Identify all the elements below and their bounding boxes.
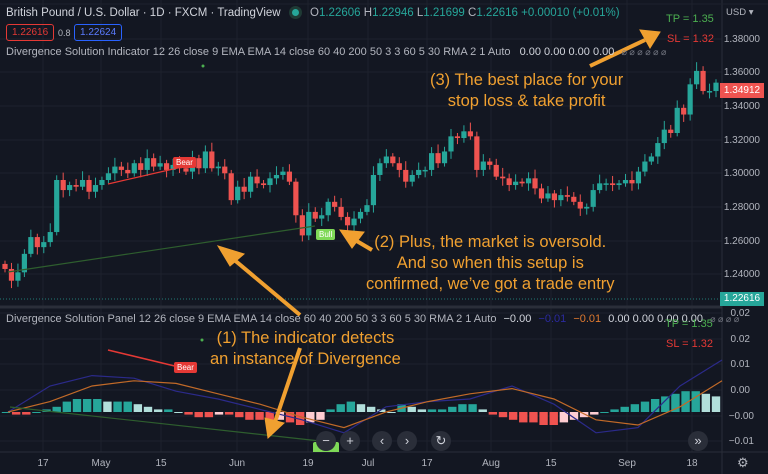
settings-icon[interactable]: ⚙ [737, 455, 749, 470]
annotation-1: (1) The indicator detects an instance of… [210, 329, 401, 368]
ohlc-values: O1.22606 H1.22946 L1.21699 C1.22616 +0.0… [310, 7, 620, 19]
price-label: 1.38000 [723, 34, 760, 45]
time-label: Sep [618, 458, 636, 469]
last-price-tag: 1.34912 [720, 83, 764, 98]
scroll-to-realtime-button[interactable]: » [688, 431, 708, 451]
panel-axis-label: 0.02 [730, 308, 750, 319]
time-label: May [91, 458, 111, 469]
price-label: 1.26000 [723, 236, 760, 247]
bear-divergence-line [107, 166, 183, 185]
panel-axis-label: 0.01 [730, 359, 750, 370]
panel-axis-label: 0.02 [730, 334, 750, 345]
take-profit-label: TP = 1.35 [666, 13, 714, 25]
panel-axis-label: −0.00 [728, 411, 754, 422]
panel-legend[interactable]: Divergence Solution Panel 12 26 close 9 … [6, 313, 740, 325]
price-label: 1.36000 [723, 67, 760, 78]
reset-chart-button[interactable]: ↻ [431, 431, 451, 451]
time-label: 15 [545, 458, 557, 469]
time-label: 18 [686, 458, 698, 469]
bull-label: Bull [316, 229, 336, 240]
scroll-right-button[interactable]: › [397, 431, 417, 451]
indicator-legend[interactable]: Divergence Solution Indicator 12 26 clos… [6, 46, 667, 58]
buy-button[interactable]: 1.22624 [74, 24, 123, 41]
time-label: Jul [361, 458, 375, 469]
annotation-2: (2) Plus, the market is oversold. And so… [366, 233, 615, 293]
time-label: 17 [421, 458, 433, 469]
zoom-out-button[interactable]: − [316, 431, 336, 451]
panel-axis-label: −0.01 [728, 436, 754, 447]
price-label: 1.28000 [723, 202, 760, 213]
bear-label: Bear [173, 157, 196, 168]
zoom-in-button[interactable]: + [340, 431, 360, 451]
market-status-icon [291, 9, 299, 16]
bull-divergence-line [7, 225, 316, 273]
price-label: 1.34000 [723, 101, 760, 112]
time-label: 15 [155, 458, 167, 469]
panel-stop-loss-label: SL = 1.32 [666, 338, 713, 350]
current-price-tag: 1.22616 [720, 292, 764, 306]
panel-axis-label: 0.00 [730, 385, 750, 396]
stop-loss-label: SL = 1.32 [667, 33, 714, 45]
price-label: 1.24000 [723, 269, 760, 280]
sell-button[interactable]: 1.22616 [6, 24, 55, 41]
panel-take-profit-label: TP = 1.35 [665, 318, 713, 330]
annotation-arrows [216, 29, 661, 440]
price-label: 1.32000 [723, 135, 760, 146]
symbol-title[interactable]: British Pound / U.S. Dollar · 1D · FXCM … [6, 7, 281, 19]
time-label: Jun [228, 458, 246, 469]
bear-panel-label: Bear [174, 362, 197, 373]
spread-value: 0.8 [58, 28, 71, 38]
time-label: Aug [482, 458, 500, 469]
price-label: 1.30000 [723, 168, 760, 179]
time-label: 17 [37, 458, 49, 469]
scroll-left-button[interactable]: ‹ [372, 431, 392, 451]
annotation-3: (3) The best place for your stop loss & … [430, 71, 624, 110]
currency-selector[interactable]: USD ▾ [726, 7, 754, 18]
time-label: 19 [302, 458, 314, 469]
symbol-legend: British Pound / U.S. Dollar · 1D · FXCM … [6, 7, 620, 19]
